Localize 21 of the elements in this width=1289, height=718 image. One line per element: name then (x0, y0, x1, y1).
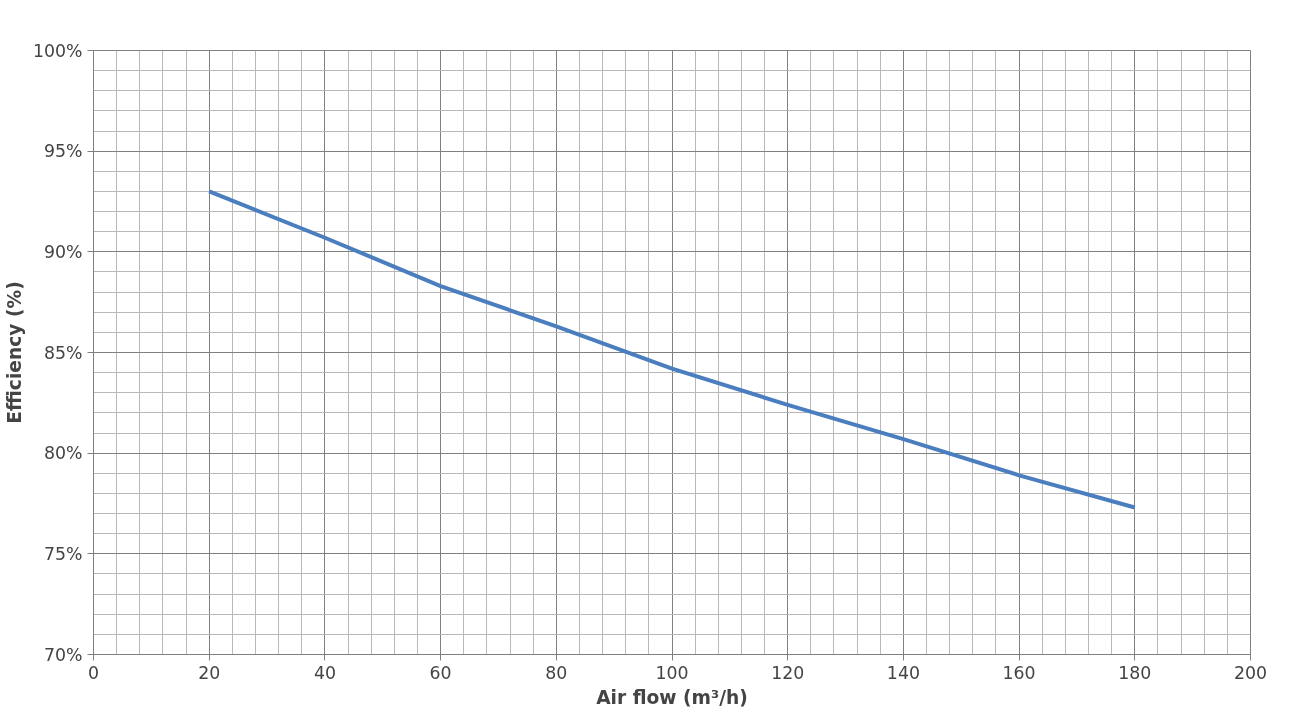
x-tick-label: 0 (87, 662, 100, 683)
x-tick-label: 80 (545, 662, 568, 683)
y-tick-label: 85% (43, 342, 83, 363)
x-tick-label: 140 (886, 662, 920, 683)
x-axis-title: Air flow (m³/h) (596, 686, 748, 708)
x-tick-label: 200 (1233, 662, 1268, 683)
line-series (207, 189, 1137, 510)
x-tick-label: 120 (771, 662, 805, 683)
x-tick-label: 180 (1118, 662, 1152, 683)
x-tick-label: 100 (655, 662, 689, 683)
y-tick-label: 70% (43, 644, 83, 665)
y-tick-label: 75% (43, 543, 83, 564)
x-tick-label: 40 (313, 662, 336, 683)
y-axis-title: Efficiency (%) (3, 281, 25, 424)
y-tick-label: 95% (43, 141, 83, 162)
y-tick-label: 90% (43, 241, 83, 262)
x-tick-label: 160 (1002, 662, 1036, 683)
x-tick-label: 20 (198, 662, 221, 683)
y-tick-label: 100% (32, 40, 83, 61)
y-tick-label: 80% (43, 443, 83, 464)
x-tick-label: 60 (429, 662, 452, 683)
